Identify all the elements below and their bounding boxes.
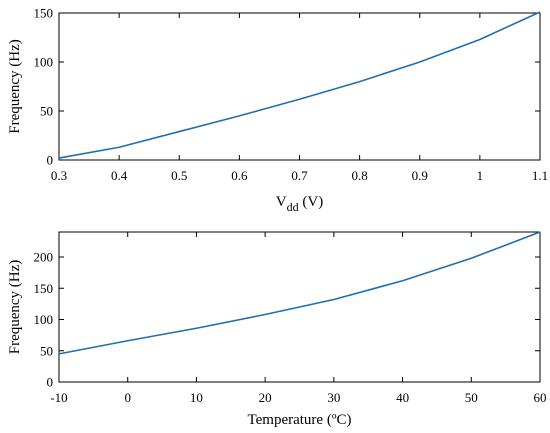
x-tick-label: 60	[534, 390, 547, 405]
x-tick-label: 30	[327, 390, 340, 405]
plot-frame	[58, 231, 541, 383]
x-tick-label: 0.9	[412, 168, 428, 183]
x-tick-label: 0.5	[171, 168, 187, 183]
x-tick-label: 1.1	[532, 168, 548, 183]
x-tick-label: 0.6	[231, 168, 248, 183]
y-tick-label: 100	[34, 55, 54, 70]
x-tick-label: 0.4	[111, 168, 128, 183]
x-axis-label: Temperature (ºC)	[248, 412, 352, 428]
x-tick-label: 40	[396, 390, 409, 405]
x-tick-label: -10	[50, 390, 67, 405]
y-tick-label: 50	[40, 343, 53, 358]
y-tick-label: 100	[34, 312, 54, 327]
x-axis-label: Vdd (V)	[276, 194, 323, 214]
y-tick-label: 150	[34, 6, 54, 21]
series-line	[58, 11, 541, 159]
x-tick-label: 0.7	[291, 168, 308, 183]
y-tick-label: 50	[40, 104, 53, 119]
x-tick-label: 0.8	[352, 168, 368, 183]
y-axis-label: Frequency (Hz)	[7, 260, 23, 355]
x-tick-label: 10	[190, 390, 203, 405]
y-tick-label: 0	[47, 153, 54, 168]
x-tick-label: 1	[477, 168, 484, 183]
y-axis-label: Frequency (Hz)	[7, 39, 23, 134]
x-tick-label: 20	[259, 390, 272, 405]
x-tick-label: 50	[465, 390, 478, 405]
series-line	[58, 231, 541, 355]
plot-top-vdd: 0.3 0.4 0.5 0.6 0.7 0.8 0.9 1 1.1 0 50 100 150 Freque…	[7, 6, 548, 215]
x-tick-label: 0.3	[51, 168, 67, 183]
plot-frame	[58, 12, 541, 161]
y-tick-label: 150	[34, 281, 54, 296]
x-tick-label: 0	[124, 390, 131, 405]
y-tick-label: 0	[47, 375, 54, 390]
y-tick-label: 200	[34, 250, 54, 265]
